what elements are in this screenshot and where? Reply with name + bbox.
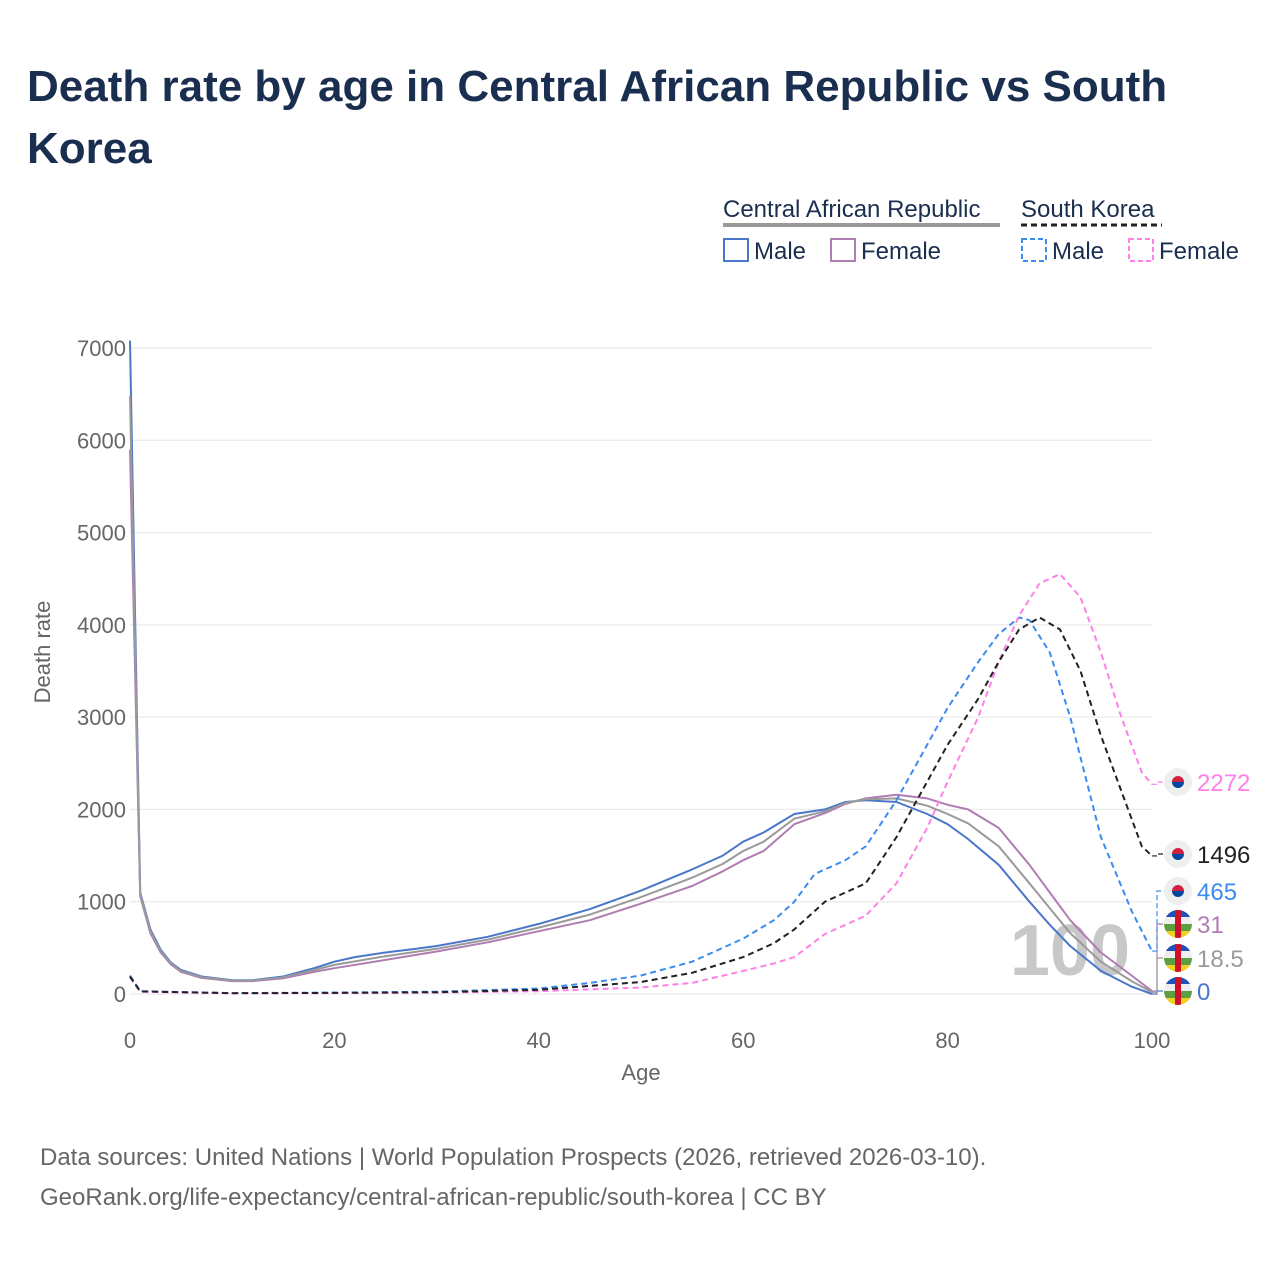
source-link[interactable]: GeoRank.org/life-expectancy/central-afri… (40, 1184, 827, 1211)
south-korea-flag-icon (1164, 877, 1192, 905)
x-tick-label: 0 (124, 1028, 136, 1053)
legend-swatch-sk-female (1128, 238, 1154, 262)
end-label-connector (1152, 957, 1163, 993)
y-axis-label: Death rate (30, 601, 55, 704)
series-line-central-african-republic-total (129, 395, 1153, 994)
car-flag-icon (1164, 910, 1192, 938)
series-line-south-korea-female (129, 573, 1153, 995)
legend-swatch-sk-male (1021, 238, 1047, 262)
y-tick-label: 7000 (77, 336, 126, 361)
x-tick-label: 100 (1134, 1028, 1171, 1053)
y-tick-label: 0 (114, 982, 126, 1007)
y-tick-label: 5000 (77, 521, 126, 546)
end-value-label: 2272 (1197, 770, 1250, 797)
end-value-label: 0 (1197, 979, 1210, 1006)
legend-car-female[interactable]: Female (861, 238, 941, 265)
series-line-central-african-republic-female (129, 449, 1153, 992)
end-value-label: 1496 (1197, 842, 1250, 869)
legend-swatch-car-female (830, 238, 856, 262)
legend-sk-male[interactable]: Male (1052, 238, 1104, 265)
series-line-central-african-republic-male (129, 340, 1153, 995)
legend-sk-female[interactable]: Female (1159, 238, 1239, 265)
x-tick-label: 20 (322, 1028, 346, 1053)
south-korea-flag-icon (1164, 768, 1192, 796)
x-tick-label: 40 (527, 1028, 551, 1053)
legend-group-sk[interactable]: South Korea (1021, 196, 1155, 223)
end-value-label: 31 (1197, 912, 1224, 939)
car-flag-icon (1164, 944, 1192, 972)
end-label-connector (1152, 781, 1163, 785)
x-tick-label: 80 (935, 1028, 959, 1053)
legend: Central African Republic Male Female Sou… (723, 196, 1239, 265)
series-line-south-korea-male (129, 616, 1153, 995)
end-value-label: 465 (1197, 879, 1237, 906)
y-tick-label: 2000 (77, 797, 126, 822)
end-label-connector (1152, 853, 1163, 857)
x-axis-label: Age (621, 1060, 660, 1085)
watermark: 100 (1010, 911, 1130, 991)
car-flag-icon (1164, 977, 1192, 1005)
source-text: Data sources: United Nations | World Pop… (40, 1144, 987, 1171)
x-tick-label: 60 (731, 1028, 755, 1053)
y-tick-label: 6000 (77, 428, 126, 453)
end-value-label: 18.5 (1197, 946, 1244, 973)
chart-title: Death rate by age in Central African Rep… (27, 62, 1168, 173)
series-line-south-korea-total (129, 616, 1153, 995)
y-tick-label: 4000 (77, 613, 126, 638)
end-label-connector (1152, 890, 1163, 952)
legend-car-male[interactable]: Male (754, 238, 806, 265)
legend-swatch-car-male (723, 238, 749, 262)
legend-group-car[interactable]: Central African Republic (723, 196, 980, 223)
y-tick-label: 1000 (77, 890, 126, 915)
south-korea-flag-icon (1164, 840, 1192, 868)
y-tick-label: 3000 (77, 705, 126, 730)
footer: Data sources: United Nations | World Pop… (40, 1138, 986, 1218)
